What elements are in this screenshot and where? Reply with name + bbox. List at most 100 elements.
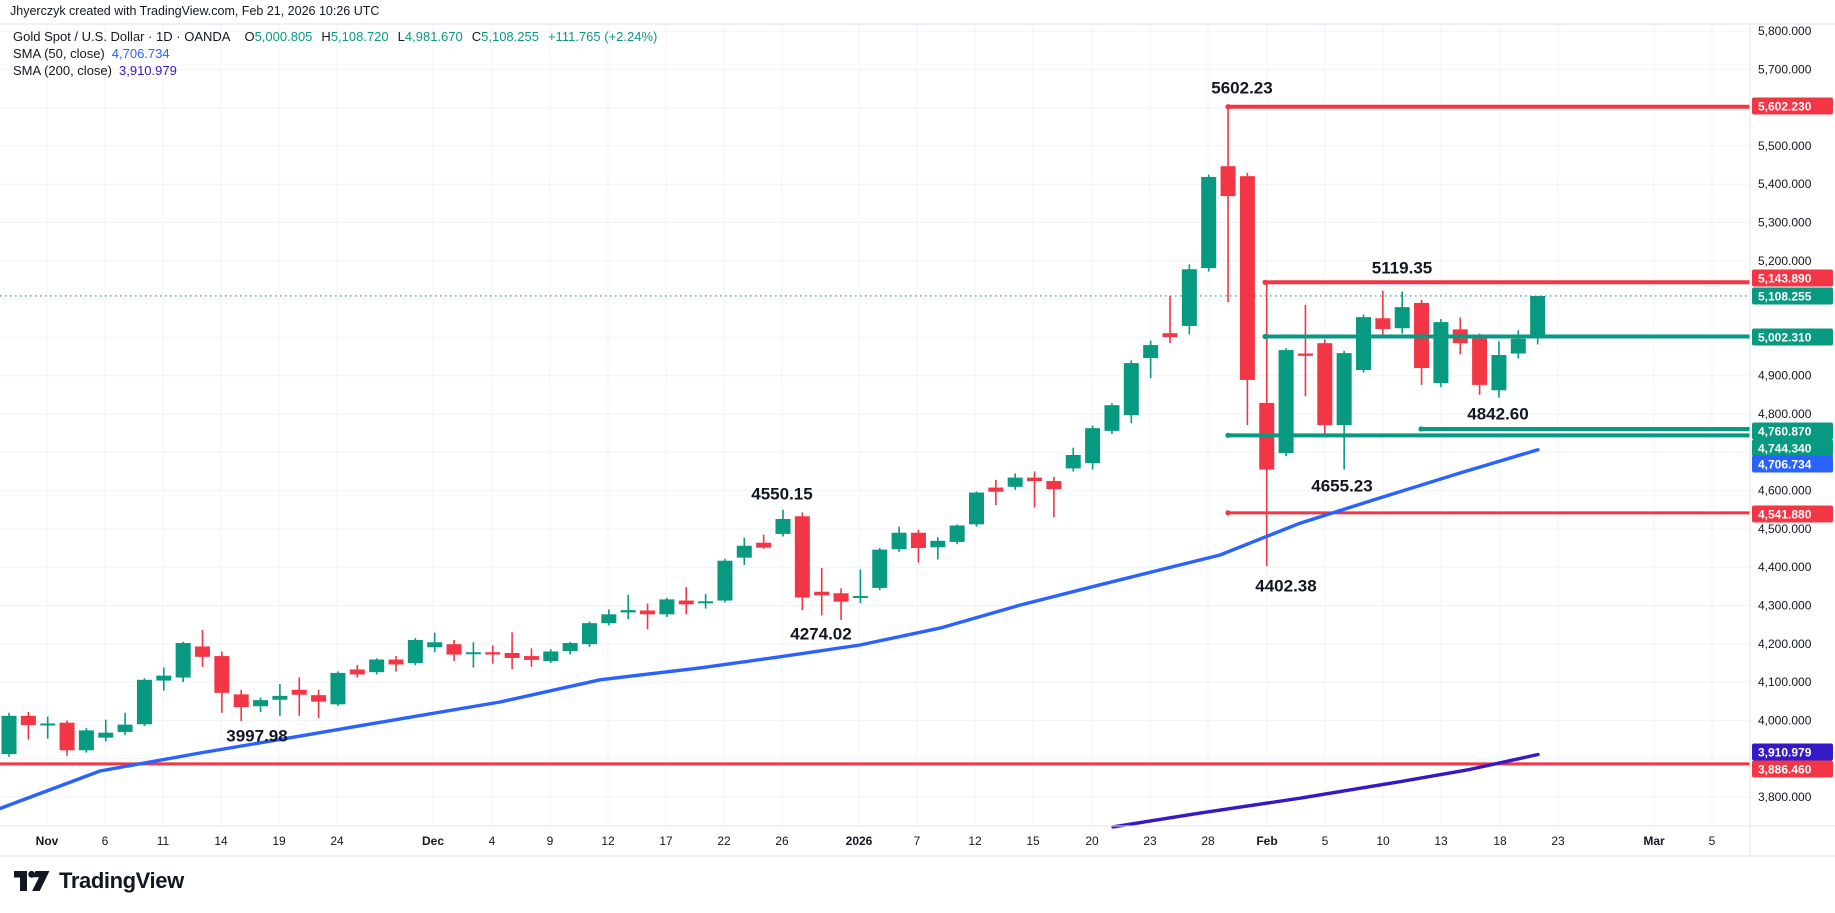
x-axis-label: 12	[968, 834, 982, 848]
candle-body	[1123, 363, 1139, 416]
candle-body	[1065, 454, 1081, 469]
price-annotation: 5119.35	[1372, 259, 1433, 278]
y-axis-label: 5,300.000	[1758, 216, 1812, 230]
sma50-path	[0, 448, 1540, 811]
y-axis-label: 4,200.000	[1758, 637, 1812, 651]
candle-body	[833, 593, 849, 602]
price-badge	[1752, 287, 1833, 305]
annotations-layer: 5602.23 5119.35 4842.60 4655.23 4402.38 4550.…	[226, 79, 1528, 746]
x-axis-label: 5	[1322, 834, 1329, 848]
candle-body	[640, 610, 656, 615]
x-axis-label: 14	[214, 834, 228, 848]
candle-body	[1356, 317, 1371, 370]
y-axis-label: 4,400.000	[1758, 560, 1812, 574]
x-axis-label: Nov	[36, 834, 59, 848]
sma200-row: SMA (200, close) 3,910.979	[13, 62, 657, 79]
x-axis-label: 4	[489, 834, 496, 848]
level-line-anchor	[1418, 426, 1424, 432]
candle-body	[988, 487, 1004, 492]
price-annotation: 4402.38	[1255, 577, 1316, 596]
candle-body	[1510, 338, 1526, 354]
x-axis-label: 23	[1551, 834, 1565, 848]
candle-body	[620, 610, 636, 613]
x-axis-label: 23	[1143, 834, 1157, 848]
price-badge	[1752, 97, 1833, 115]
candle-body	[233, 694, 249, 708]
y-axis-label: 3,800.000	[1758, 790, 1812, 804]
candle-body	[678, 600, 694, 605]
price-badge-label: 4,760.870	[1758, 425, 1812, 439]
price-badge-label: 4,541.880	[1758, 508, 1812, 522]
candle-body	[253, 700, 269, 707]
candle-body	[388, 659, 404, 665]
candle-body	[272, 695, 288, 700]
x-axis-label: 22	[717, 834, 731, 848]
candle-body	[562, 643, 578, 652]
sma50-row: SMA (50, close) 4,706.734	[13, 45, 657, 62]
candle-body	[1433, 322, 1449, 383]
candle-body	[1162, 333, 1178, 338]
y-axis-label: 4,500.000	[1758, 522, 1812, 536]
candle-body	[59, 722, 75, 751]
candle-body	[369, 659, 385, 673]
level-line-anchor	[1225, 432, 1231, 438]
candle-body	[1491, 355, 1507, 391]
symbol-row: Gold Spot / U.S. Dollar · 1D · OANDA O5,…	[13, 28, 657, 45]
y-axis-label: 4,000.000	[1758, 713, 1812, 727]
candle-body	[969, 492, 984, 525]
candle-body	[465, 652, 481, 655]
x-axis-label: 17	[659, 834, 673, 848]
price-badge-label: 5,108.255	[1758, 290, 1812, 304]
candle-body	[1201, 176, 1217, 269]
candle-body	[891, 532, 907, 550]
level-line-anchor	[1262, 333, 1268, 340]
grid-layer	[0, 24, 1750, 826]
candle-body	[1472, 338, 1488, 385]
price-scale[interactable]: 5,800.000 5,700.000 5,500.000 5,400.000 5,30…	[1758, 24, 1812, 804]
candle-body	[195, 646, 210, 657]
candle-body	[1027, 477, 1043, 482]
candle-body	[1220, 166, 1236, 197]
price-badge-label: 3,886.460	[1758, 763, 1812, 777]
tradingview-logo[interactable]: TradingView	[14, 868, 184, 894]
chart-legend: Gold Spot / U.S. Dollar · 1D · OANDA O5,…	[13, 28, 657, 79]
tradingview-logo-text: TradingView	[59, 868, 184, 893]
candle-body	[175, 643, 191, 678]
x-axis-label: 11	[157, 834, 170, 848]
candle-body	[698, 601, 714, 604]
price-annotation: 3997.98	[226, 727, 287, 746]
candle-body	[910, 532, 926, 549]
candle-body	[1, 715, 17, 755]
y-axis-label: 4,800.000	[1758, 407, 1812, 421]
price-badge	[1752, 328, 1833, 346]
price-badge	[1752, 505, 1833, 523]
price-badge	[1752, 760, 1833, 778]
x-axis-label: 19	[272, 834, 286, 848]
candle-body	[1278, 350, 1294, 454]
y-axis-label: 4,300.000	[1758, 599, 1812, 613]
ohlc-close: C5,108.255	[471, 29, 539, 44]
candle-body	[407, 639, 423, 663]
symbol-title: Gold Spot / U.S. Dollar · 1D · OANDA	[13, 29, 231, 44]
candle-body	[794, 516, 810, 598]
candle-body	[601, 614, 617, 624]
y-axis-label: 4,100.000	[1758, 675, 1812, 689]
candle-body	[1394, 307, 1410, 329]
price-badge	[1752, 439, 1833, 457]
candle-body	[1143, 345, 1159, 359]
candle-body	[1336, 353, 1352, 426]
candle-body	[1046, 481, 1062, 490]
x-axis-label: Feb	[1256, 834, 1277, 848]
candle-body	[98, 732, 114, 738]
level-line-anchor	[1225, 510, 1231, 516]
change-value: +111.765 (+2.24%)	[547, 29, 658, 44]
price-annotation: 5602.23	[1211, 79, 1272, 98]
sma50-line	[0, 448, 1540, 811]
time-scale[interactable]: Nov 6 11 14 19 24 Dec 4 9 12 17 22 26 2026 7 12 15 20 23 28…	[36, 834, 1716, 848]
x-axis-label: 7	[914, 834, 921, 848]
candle-body	[814, 591, 830, 596]
price-badge	[1752, 269, 1833, 287]
ohlc-open: O5,000.805	[244, 29, 313, 44]
y-axis-label: 4,600.000	[1758, 484, 1812, 498]
